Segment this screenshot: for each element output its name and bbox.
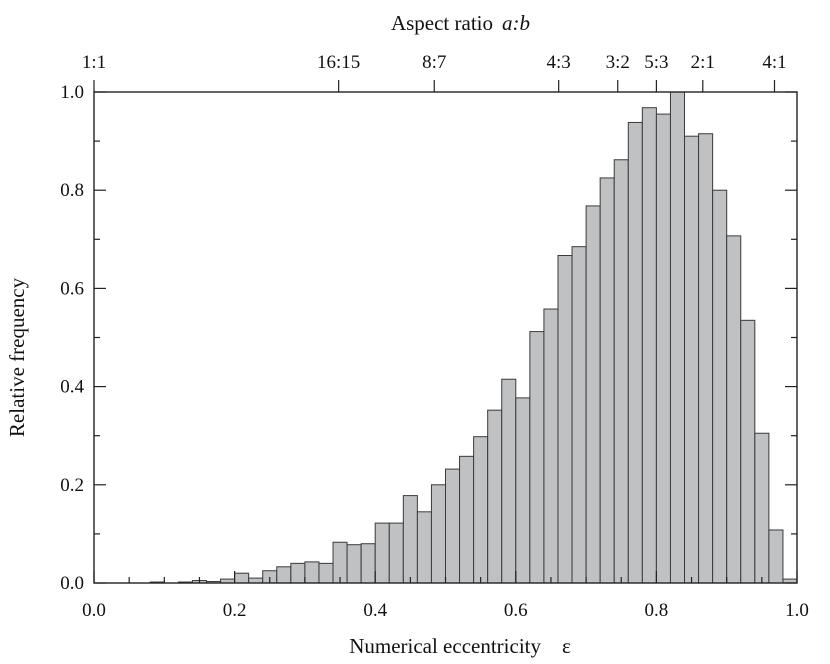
y-axis-title: Relative frequency — [5, 277, 29, 437]
histogram-bar — [627, 121, 643, 584]
histogram-bar — [768, 529, 784, 584]
histogram-bar — [416, 511, 432, 584]
histogram-bar — [473, 436, 489, 584]
histogram-bar — [318, 562, 334, 584]
top-tick-label: 1:1 — [82, 52, 106, 73]
axis-ticks — [93, 80, 798, 584]
histogram-bar — [290, 562, 306, 584]
histogram-bar — [726, 235, 742, 584]
x-axis-title-symbol: ε — [562, 634, 571, 658]
histogram-bar — [515, 397, 531, 584]
top-axis-title-italic: a:b — [502, 11, 530, 35]
histogram-bar — [543, 308, 559, 584]
x-tick-label: 0.0 — [82, 600, 106, 621]
histogram-bar — [374, 522, 390, 584]
histogram-bar — [641, 107, 657, 584]
histogram-bar — [332, 541, 348, 584]
x-tick-label: 0.6 — [504, 600, 528, 621]
histogram-bar — [740, 319, 756, 584]
top-tick-label: 4:1 — [762, 52, 786, 73]
y-tick-label: 0.2 — [60, 475, 84, 496]
histogram-bar — [698, 133, 714, 584]
axis-tick-labels: 0.0 0.2 0.4 0.6 0.8 1.0 0.0 0.2 0.4 0.6 0.8 1.0 1:1 1… — [60, 52, 809, 621]
x-tick-label: 0.2 — [223, 600, 247, 621]
histogram-bar — [557, 255, 573, 584]
histogram-bar — [501, 378, 517, 584]
top-tick-label: 2:1 — [691, 52, 715, 73]
x-axis-title: Numerical eccentricity — [349, 634, 541, 658]
histogram-bar — [712, 189, 728, 584]
histogram-bar — [459, 455, 475, 584]
histogram-bar — [754, 432, 770, 584]
y-tick-label: 0.6 — [60, 278, 84, 299]
histogram-bar — [655, 113, 671, 584]
top-tick-label: 5:3 — [644, 52, 668, 73]
histogram-bar — [585, 205, 601, 584]
histogram-bar — [684, 135, 700, 584]
histogram-bar — [346, 544, 362, 584]
top-tick-label: 4:3 — [547, 52, 571, 73]
histogram-bar — [487, 409, 503, 584]
histogram-bar — [276, 566, 292, 584]
top-axis-title: Aspect ratio — [391, 11, 493, 35]
y-tick-label: 0.8 — [60, 180, 84, 201]
histogram-bar — [234, 572, 250, 584]
histogram-bar — [248, 577, 264, 584]
histogram-bar — [599, 177, 615, 584]
histogram-bar — [445, 468, 461, 584]
histogram-bar — [430, 484, 447, 584]
histogram-bar — [669, 91, 686, 584]
histogram-bar — [613, 159, 629, 584]
x-axis-title-text: Numerical eccentricity — [349, 634, 541, 658]
histogram-bars — [149, 91, 798, 584]
y-tick-label: 0.0 — [60, 573, 84, 594]
x-tick-label: 0.4 — [363, 600, 387, 621]
top-tick-label: 3:2 — [606, 52, 630, 73]
histogram-bar — [304, 561, 320, 584]
histogram-bar — [529, 331, 545, 584]
top-tick-label: 16:15 — [317, 52, 360, 73]
x-tick-label: 1.0 — [785, 600, 809, 621]
y-tick-label: 1.0 — [60, 82, 84, 103]
top-axis-title-text: Aspect ratio — [391, 11, 493, 35]
y-tick-label: 0.4 — [60, 377, 84, 398]
top-tick-label: 8:7 — [422, 52, 446, 73]
x-tick-label: 0.8 — [645, 600, 669, 621]
histogram-bar — [360, 543, 376, 584]
histogram-bar — [388, 522, 404, 584]
histogram-bar — [402, 495, 418, 584]
histogram-bar — [571, 246, 587, 584]
